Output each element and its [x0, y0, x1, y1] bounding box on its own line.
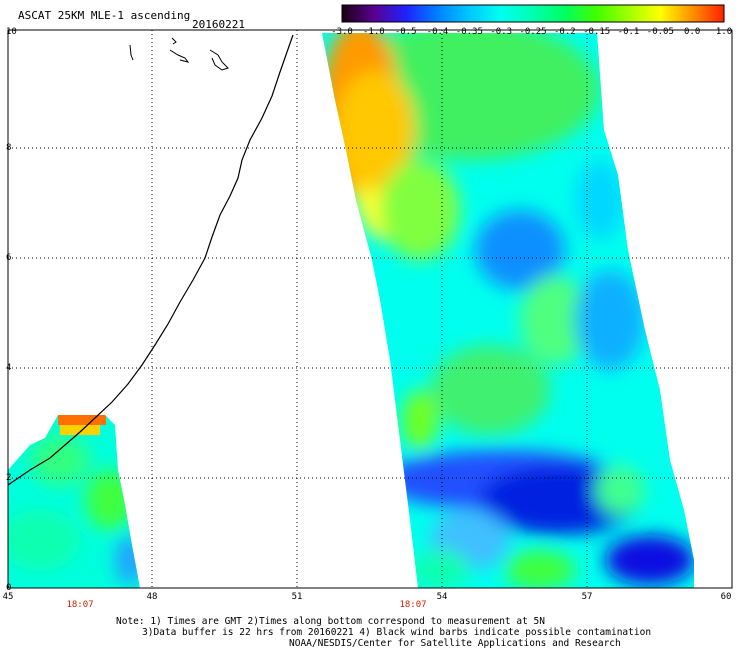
colorbar-label: -1.0 [362, 27, 385, 37]
plot-frame [7, 29, 733, 589]
x-tick-51: 51 [291, 592, 303, 602]
time-label-left: 18:07 [66, 600, 94, 610]
note-line-1: Note: 1) Times are GMT 2)Times along bot… [116, 616, 545, 627]
colorbar-label: 1.0 [715, 27, 733, 37]
coastline [7, 34, 294, 486]
y-tick-10: 10 [6, 27, 17, 37]
islands [129, 37, 229, 71]
colorbar-label: -3.0 [331, 27, 353, 37]
colorbar-label: -0.2 [553, 27, 576, 37]
colorbar-label: 0.0 [684, 27, 701, 37]
map-title: ASCAT 25KM MLE-1 ascending [18, 9, 191, 22]
x-tick-48: 48 [146, 592, 158, 602]
grid [8, 30, 732, 588]
x-tick-45: 45 [2, 592, 14, 602]
colorbar-label: -0.3 [490, 27, 512, 37]
y-tick-8: 8 [6, 143, 12, 153]
colorbar-label: -0.25 [519, 27, 547, 37]
x-tick-54: 54 [436, 592, 448, 602]
colorbar-label: -0.35 [455, 27, 483, 37]
right-swath [322, 33, 694, 588]
colorbar [341, 4, 725, 23]
note-line-2: 3)Data buffer is 22 hrs from 20160221 4)… [142, 627, 652, 638]
colorbar-label: -0.5 [394, 27, 417, 37]
x-tick-57: 57 [581, 592, 593, 602]
y-tick-2: 2 [6, 473, 12, 483]
map-date: 20160221 [192, 18, 245, 31]
y-tick-6: 6 [6, 253, 12, 263]
colorbar-label: -0.1 [617, 27, 640, 37]
note-line-3: NOAA/NESDIS/Center for Satellite Applica… [289, 638, 621, 649]
y-tick-4: 4 [6, 363, 12, 373]
colorbar-label: -0.15 [583, 27, 611, 37]
colorbar-gradient [341, 4, 725, 23]
colorbar-label: -0.4 [426, 27, 449, 37]
x-tick-60: 60 [720, 592, 732, 602]
time-label-right: 18:07 [399, 600, 427, 610]
colorbar-label: -0.05 [646, 27, 674, 37]
y-tick-0: 0 [6, 583, 12, 593]
